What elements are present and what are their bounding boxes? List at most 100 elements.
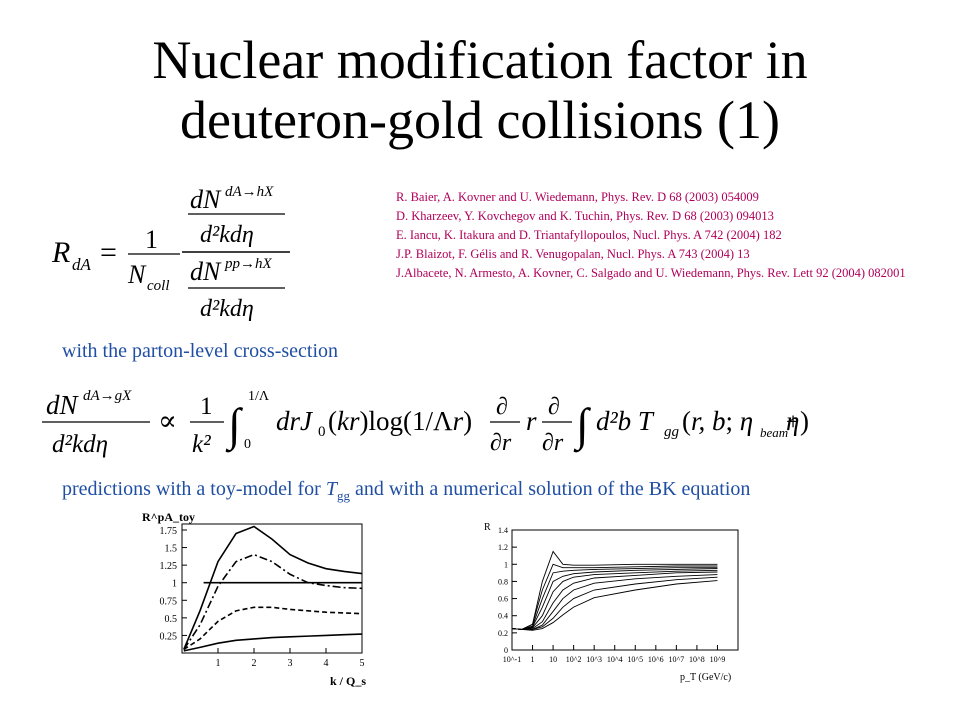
svg-text:∂: ∂ [548, 394, 560, 420]
x-tick-label: 2 [252, 658, 257, 669]
series-line [511, 563, 718, 630]
svg-text:1/Λ: 1/Λ [248, 389, 270, 404]
svg-text:(kr)log(1/Λr): (kr)log(1/Λr) [328, 406, 472, 436]
title-line-2: deuteron-gold collisions (1) [180, 90, 780, 150]
series-line [511, 550, 718, 630]
y-tick-label: 1.25 [160, 561, 178, 572]
svg-text:∂r: ∂r [542, 430, 564, 456]
x-tick-label: 10^6 [648, 655, 664, 664]
y-tick-label: 0.6 [498, 595, 508, 604]
y-tick-label: 0.4 [498, 612, 508, 621]
parton-cross-section-equation: dN dA→gX d²kdη ∝ 1 k² ∫ 1/Λ 0 drJ 0 (kr)… [42, 388, 798, 458]
x-tick-label: 1 [531, 655, 535, 664]
svg-text:dA→gX: dA→gX [83, 388, 132, 404]
y-axis-label: R [484, 522, 491, 533]
reference-item: D. Kharzeev, Y. Kovchegov and K. Tuchin,… [396, 209, 774, 223]
equation-tail: η ) [786, 406, 809, 436]
svg-text:∂: ∂ [496, 394, 508, 420]
reference-item: R. Baier, A. Kovner and U. Wiedemann, Ph… [396, 190, 759, 204]
x-tick-label: 3 [288, 658, 293, 669]
x-tick-label: 1 [216, 658, 221, 669]
y-tick-label: 1.5 [165, 544, 178, 555]
y-tick-label: 1.2 [498, 543, 508, 552]
y-tick-label: 1.75 [160, 526, 178, 537]
svg-text:r: r [526, 406, 537, 436]
svg-text:coll: coll [147, 278, 170, 294]
title-line-1: Nuclear modification factor in [152, 30, 808, 90]
svg-text:=: = [100, 236, 117, 269]
svg-text:dN: dN [190, 185, 222, 214]
series-line [511, 568, 718, 630]
svg-text:1: 1 [200, 393, 213, 420]
svg-text:∝: ∝ [158, 406, 177, 437]
y-tick-label: 1 [504, 560, 508, 569]
svg-text:(r, b; η: (r, b; η [682, 406, 753, 436]
predictions-text-b: and with a numerical solution of the BK … [349, 478, 751, 500]
svg-text:0: 0 [244, 437, 251, 452]
svg-text:dN: dN [46, 390, 80, 420]
svg-text:d²kdη: d²kdη [52, 431, 108, 458]
svg-text:∫: ∫ [225, 399, 243, 453]
x-tick-label: 10 [549, 655, 557, 664]
y-tick-label: 0 [504, 646, 508, 655]
svg-text:dN: dN [190, 257, 222, 286]
x-tick-label: 5 [360, 658, 365, 669]
svg-text:): ) [800, 406, 809, 436]
svg-text:dA→hX: dA→hX [225, 184, 274, 200]
reference-list: R. Baier, A. Kovner and U. Wiedemann, Ph… [396, 189, 916, 284]
bk-solution-chart: Rp_T (GeV/c) 0 0.2 0.4 0.6 0.8 1 1.2 1.4 10^-1 1 10… [484, 522, 739, 683]
x-tick-label: 10^5 [627, 655, 643, 664]
svg-text:k²: k² [192, 431, 211, 458]
x-tick-label: 4 [324, 658, 329, 669]
x-tick-label: 10^7 [668, 655, 684, 664]
x-tick-label: 10^9 [710, 655, 726, 664]
parton-level-text: with the parton-level cross-section [62, 340, 339, 362]
plot-frame [181, 523, 363, 654]
reference-item: J.Albacete, N. Armesto, A. Kovner, C. Sa… [396, 266, 906, 280]
y-axis-label: R^pA_toy [142, 510, 195, 524]
svg-text:d²kdη: d²kdη [200, 296, 254, 322]
svg-text:gg: gg [664, 424, 680, 440]
predictions-text-T: T [325, 478, 337, 500]
series-line [511, 571, 718, 630]
series-line [511, 576, 718, 630]
y-tick-label: 1 [172, 579, 177, 590]
svg-text:∫: ∫ [573, 399, 591, 453]
x-tick-label: 10^-1 [503, 655, 521, 664]
reference-item: E. Iancu, K. Itakura and D. Triantafyllo… [396, 228, 782, 242]
x-tick-label: 10^8 [689, 655, 705, 664]
plot-frame [511, 529, 739, 651]
svg-text:N: N [127, 260, 147, 289]
svg-text:∂r: ∂r [490, 430, 512, 456]
series-line [183, 633, 363, 652]
predictions-text: predictions with a toy-model for Tgg and… [62, 478, 750, 504]
svg-text:pp→hX: pp→hX [224, 256, 273, 272]
x-tick-label: 10^4 [607, 655, 623, 664]
y-tick-label: 0.8 [498, 577, 508, 586]
svg-text:beam: beam [760, 425, 788, 440]
series-line [511, 580, 718, 631]
series-line [511, 567, 718, 630]
x-tick-label: 10^3 [586, 655, 602, 664]
svg-text:drJ: drJ [276, 406, 314, 436]
y-tick-label: 0.25 [160, 631, 178, 642]
svg-text:0: 0 [318, 424, 326, 440]
rda-equation: R dA = 1 N coll dN dA→hX d²kdη dN pp→hX … [51, 184, 290, 322]
series-line [183, 606, 363, 651]
series-line [511, 569, 718, 630]
y-tick-label: 0.5 [165, 614, 178, 625]
svg-text:d²b T: d²b T [596, 406, 655, 436]
x-axis-label: k / Q_s [330, 674, 366, 688]
svg-text:1: 1 [145, 225, 158, 254]
svg-text:dA: dA [72, 255, 92, 274]
svg-text:η: η [786, 406, 799, 436]
x-axis-label: p_T (GeV/c) [680, 672, 731, 683]
series-line [183, 525, 363, 650]
x-tick-label: 10^2 [566, 655, 582, 664]
y-tick-label: 0.75 [160, 596, 178, 607]
y-tick-label: 1.4 [498, 526, 508, 535]
predictions-text-sub: gg [336, 488, 350, 503]
y-tick-label: 0.2 [498, 629, 508, 638]
svg-text:R: R [51, 236, 70, 269]
